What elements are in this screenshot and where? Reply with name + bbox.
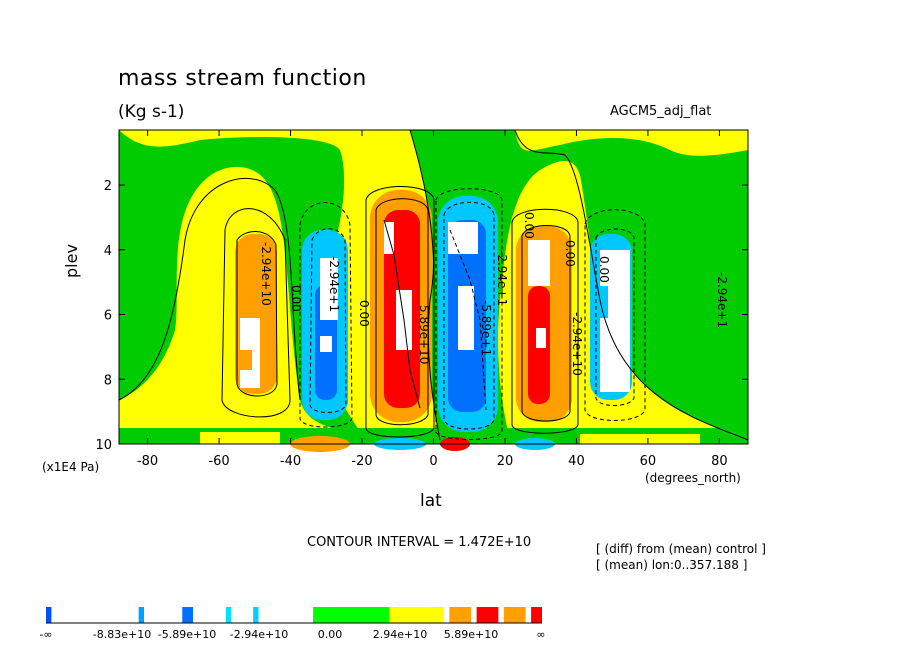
colorbar-label: 0.00	[318, 628, 343, 641]
x-tick-label: -20	[351, 454, 372, 469]
colorbar-segment	[182, 607, 194, 623]
colorbar-label: 5.89e+10	[444, 628, 498, 641]
contour-fill-white	[320, 336, 332, 352]
colorbar-segment	[231, 607, 254, 623]
contour-label: 0.00	[522, 212, 536, 239]
contour-line	[383, 219, 421, 409]
contour-line	[375, 198, 429, 426]
x-tick-label: 60	[640, 454, 657, 469]
x-axis-unit: (degrees_north)	[645, 471, 741, 485]
x-tick-label: -40	[280, 454, 301, 469]
x-tick-label: -60	[208, 454, 229, 469]
contour-label: -2.94e+1	[327, 256, 341, 312]
colorbar-label: -5.89e+10	[158, 628, 216, 641]
contour-interval: CONTOUR INTERVAL = 1.472E+10	[307, 535, 532, 550]
x-axis-label: lat	[420, 491, 442, 511]
contour-label: 0.00	[597, 256, 611, 283]
contour-line	[365, 186, 435, 438]
contour-label: 0.00	[563, 240, 577, 267]
chart-title: mass stream function	[118, 66, 367, 91]
colorbar-segment	[476, 607, 499, 623]
contour-line	[236, 231, 278, 397]
y-axis-ticks: 2 4 6 8 10	[95, 179, 748, 453]
x-tick-label: 40	[568, 454, 585, 469]
contour-label: 0.00	[357, 300, 371, 327]
colorbar-segment	[144, 607, 183, 623]
contour-fill-white	[448, 222, 478, 254]
contour-line	[435, 188, 503, 440]
colorbar-segment	[471, 607, 477, 623]
contour-fill-white	[536, 328, 546, 348]
colorbar-segment	[313, 607, 390, 623]
contour-line	[514, 129, 749, 441]
contour-line	[221, 208, 291, 418]
colorbar-segment	[449, 607, 472, 623]
colorbar-segment	[253, 607, 259, 623]
colorbar-segment	[443, 607, 450, 623]
contour-fill-weak-positive	[580, 434, 700, 444]
contour-fill-white	[320, 258, 338, 320]
contour-fill-white	[528, 240, 550, 286]
y-tick-label: 6	[104, 309, 112, 324]
contour-label: 0.00	[289, 285, 303, 312]
x-tick-label: 80	[711, 454, 728, 469]
colorbar-segment	[525, 607, 532, 623]
contour-line	[118, 177, 301, 401]
colorbar-label: ∞	[536, 628, 545, 641]
mean-note: [ (mean) lon:0..357.188 ]	[596, 558, 748, 572]
colorbar-label: 2.94e+10	[373, 628, 427, 641]
colorbar-label: -2.94e+10	[230, 628, 288, 641]
colorbar-segment	[193, 607, 226, 623]
contour-label: -2.94e+10	[570, 312, 584, 376]
contour-line	[449, 229, 487, 411]
colorbar: -∞ -8.83e+10 -5.89e+10 -2.94e+10 0.00 2.94e+1…	[39, 607, 546, 641]
colorbar-segment	[51, 607, 139, 623]
contour-line	[595, 228, 635, 406]
x-tick-label: 20	[497, 454, 514, 469]
contour-fill-negative	[600, 286, 608, 318]
contour-label: -5.89e+1	[479, 300, 493, 356]
contour-fill-white	[458, 286, 474, 350]
contour-label: 5.89e+10	[417, 305, 431, 364]
run-name: AGCM5_adj_flat	[610, 104, 712, 119]
y-tick-label: 4	[104, 244, 112, 259]
colorbar-segment	[138, 607, 145, 623]
chart-units: (Kg s-1)	[118, 102, 185, 122]
contour-line	[299, 202, 353, 428]
contour-line	[443, 201, 495, 430]
contour-line	[511, 208, 579, 434]
contour-lines	[118, 129, 749, 441]
colorbar-label: -8.83e+10	[93, 628, 151, 641]
diff-note: [ (diff) from (mean) control ]	[596, 542, 766, 556]
x-axis-ticks: -80 -60 -40 -20 0 20 40 60 80	[137, 130, 728, 469]
colorbar-segment	[531, 607, 542, 623]
y-tick-label: 2	[104, 179, 112, 194]
contour-line	[409, 129, 441, 441]
y-axis-unit: (x1E4 Pa)	[42, 460, 100, 474]
y-tick-label: 10	[95, 438, 112, 453]
contour-line	[521, 225, 571, 422]
colorbar-label: -∞	[39, 628, 52, 641]
x-tick-label: 0	[429, 454, 437, 469]
colorbar-segment	[225, 607, 232, 623]
colorbar-segment	[46, 607, 52, 623]
contour-fill-positive	[240, 350, 252, 370]
contour-line	[309, 228, 347, 413]
contour-line	[584, 209, 646, 421]
contour-label: -2.94e+1	[495, 250, 509, 306]
contour-label: -2.94e+1	[715, 272, 729, 328]
colorbar-segment	[498, 607, 504, 623]
colorbar-segment	[258, 607, 314, 623]
colorbar-segment	[389, 607, 444, 623]
colorbar-segment	[503, 607, 526, 623]
x-tick-label: -80	[137, 454, 158, 469]
contour-labels: -2.94e+10 0.00 -2.94e+1 0.00 5.89e+10 -5.89e+…	[259, 212, 729, 376]
contour-label: -2.94e+10	[259, 242, 273, 306]
y-tick-label: 8	[104, 373, 112, 388]
contour-fill-weak-positive	[200, 432, 280, 444]
